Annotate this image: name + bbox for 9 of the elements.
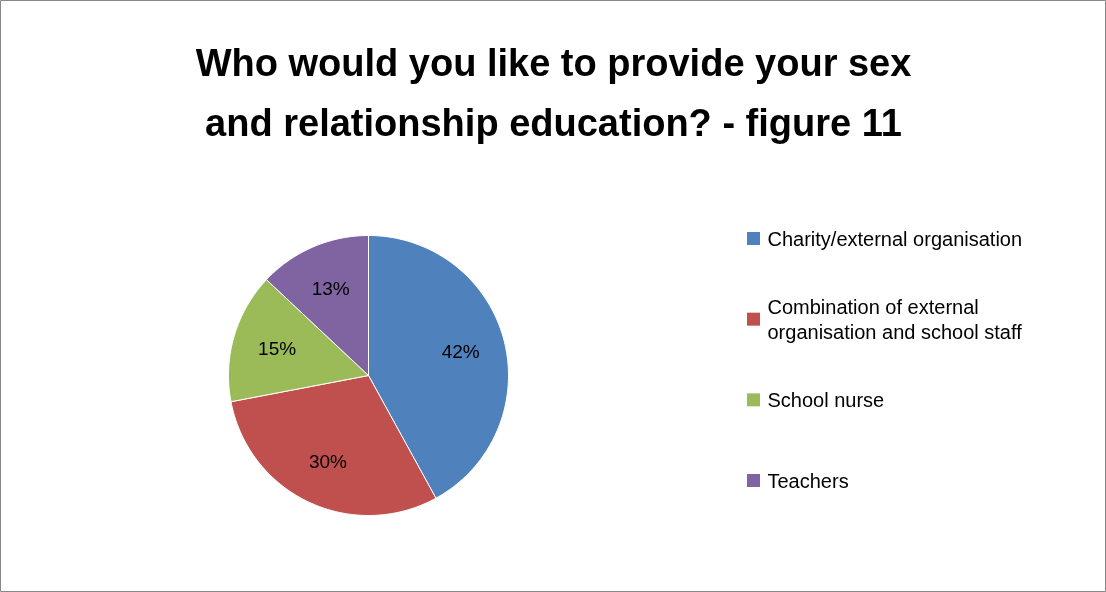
data-label: 30% bbox=[308, 451, 348, 473]
legend-label: Combination of external organisation and school staff bbox=[767, 295, 1023, 343]
legend-label: Charity/external organisation bbox=[767, 227, 1023, 250]
legend-label: Teachers bbox=[767, 469, 849, 492]
data-label: 13% bbox=[311, 277, 350, 299]
data-label: 42% bbox=[441, 341, 480, 363]
legend-label: School nurse bbox=[767, 388, 885, 411]
chart-title: Who would you like to provide your sex and relationship education? - figure 11 bbox=[195, 41, 912, 144]
data-label: 15% bbox=[258, 338, 297, 360]
